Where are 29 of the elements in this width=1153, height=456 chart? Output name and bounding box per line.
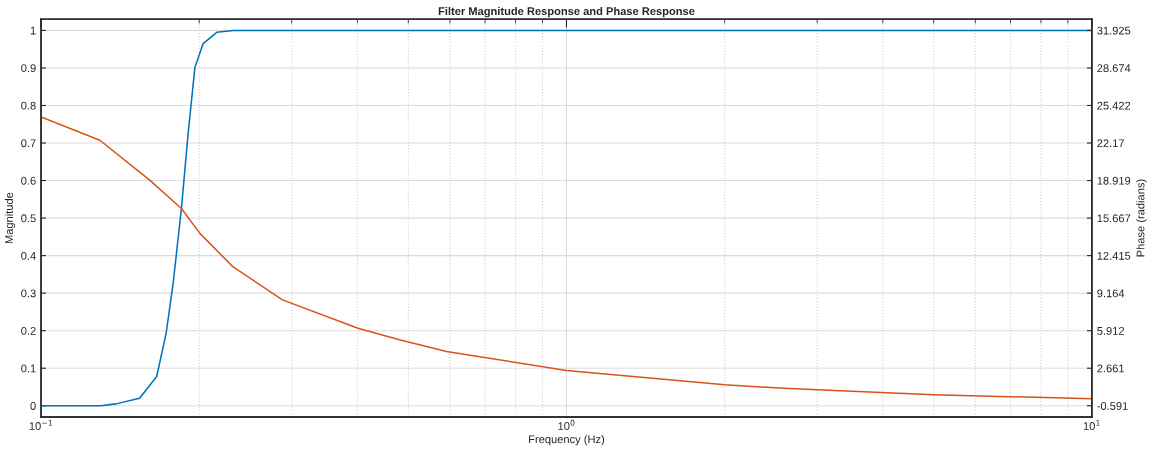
y-tick-label: 0.3 <box>21 289 36 298</box>
y2-tick-label: 25.422 <box>1097 101 1131 110</box>
y-axis-title: Magnitude <box>4 192 16 244</box>
y2-tick-label: -0.591 <box>1097 402 1128 410</box>
y-tick-label: 0 <box>30 402 36 410</box>
y-tick-label: 0.7 <box>21 139 36 148</box>
y2-tick-label: 18.919 <box>1097 176 1131 185</box>
y-tick-label: 0.9 <box>21 64 36 73</box>
x-tick-label: 10$^{−1}$ <box>29 419 53 430</box>
y-tick-label: 0.6 <box>21 176 36 185</box>
y2-tick-label: 15.667 <box>1097 214 1131 223</box>
y2-tick-label: 31.925 <box>1097 26 1131 35</box>
y2-tick-label: 2.661 <box>1097 364 1125 373</box>
y-tick-label: 1 <box>30 26 36 35</box>
y-tick-label: 0.5 <box>21 214 36 223</box>
x-tick-label: 10$^{1}$ <box>1083 419 1100 430</box>
y-tick-label: 0.2 <box>21 326 36 335</box>
y-tick-label: 0.1 <box>21 364 36 373</box>
y2-tick-label: 5.912 <box>1097 326 1124 335</box>
x-tick-label: 10$^{0}$ <box>558 419 575 430</box>
x-axis-title: Frequency (Hz) <box>529 435 605 446</box>
y2-tick-label: 9.164 <box>1097 289 1125 298</box>
y2-tick-label: 22.17 <box>1097 139 1124 148</box>
y-tick-label: 0.8 <box>21 101 36 110</box>
y2-axis-title: Phase (radians) <box>1136 179 1147 257</box>
y2-tick-label: 28.674 <box>1097 64 1131 73</box>
chart-title: Filter Magnitude Response and Phase Response <box>438 6 695 18</box>
y-tick-label: 0.4 <box>21 251 36 260</box>
y2-tick-label: 12.415 <box>1097 251 1131 260</box>
